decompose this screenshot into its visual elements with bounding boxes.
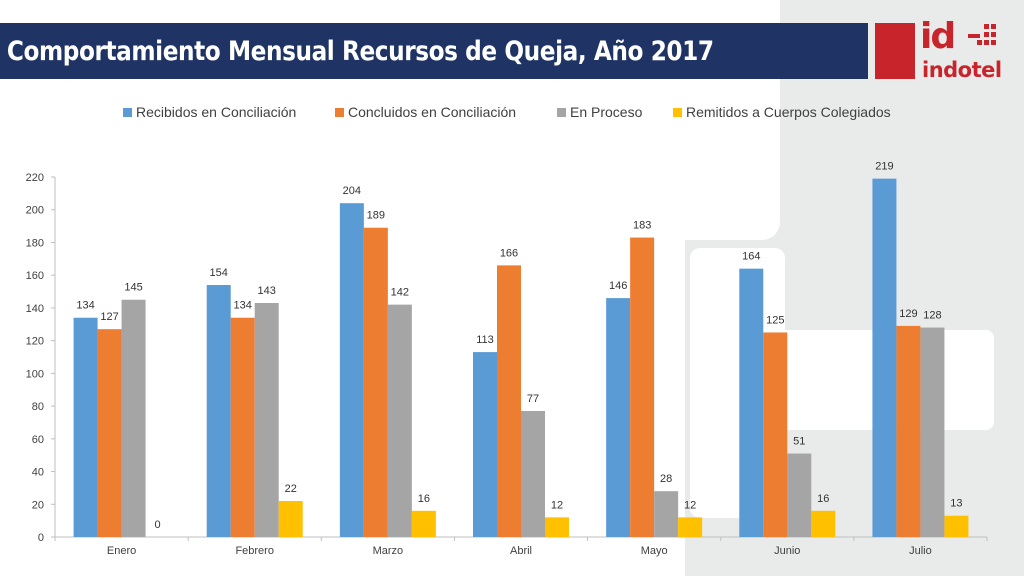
legend-item: Recibidos en Conciliación [123,104,296,120]
x-tick-label: Febrero [235,545,274,557]
data-label: 134 [234,300,252,312]
logo-mark: id [920,16,956,57]
y-tick-label: 200 [26,205,44,217]
y-tick-label: 80 [32,401,44,413]
data-label: 154 [210,267,228,279]
bar [363,227,388,537]
legend-swatch [557,107,566,117]
y-tick-label: 100 [26,368,44,380]
data-label: 183 [633,220,651,232]
data-label: 219 [875,161,893,173]
data-label: 22 [285,483,297,495]
data-label: 113 [476,334,494,346]
legend-label: En Proceso [570,104,643,120]
logo-red-block [875,23,915,79]
y-tick-label: 180 [26,237,44,249]
y-tick-label: 20 [32,499,44,511]
data-label: 134 [76,300,94,312]
bar [278,501,303,537]
logo-dots-icon [968,24,998,50]
y-tick-label: 160 [26,270,44,282]
legend-label: Recibidos en Conciliación [136,104,297,120]
data-label: 13 [950,498,962,510]
bar [230,317,255,537]
legend-swatch [335,107,344,117]
bar [896,325,921,537]
x-tick-label: Junio [774,545,800,557]
bar [678,517,703,537]
legend-item: Concluidos en Conciliación [335,104,516,120]
y-tick-label: 120 [26,336,44,348]
x-tick-label: Mayo [641,545,668,557]
bar [73,317,98,537]
bar [254,303,279,537]
bar [630,237,655,537]
title-bar: Comportamiento Mensual Recursos de Queja… [0,23,868,79]
bar [606,298,631,537]
data-label: 127 [100,311,118,323]
data-label: 164 [742,251,760,263]
data-label: 143 [258,285,276,297]
data-label: 16 [418,493,430,505]
legend-swatch [673,107,682,117]
bar [739,268,764,537]
data-label: 125 [766,314,784,326]
y-tick-label: 0 [38,532,44,544]
bar [763,332,788,537]
bar [872,178,897,538]
legend-label: Concluidos en Conciliación [348,104,517,120]
data-label: 166 [500,247,518,259]
bar [473,352,497,537]
data-label: 145 [124,282,142,294]
y-tick-label: 140 [26,303,44,315]
y-tick-label: 40 [32,467,44,479]
bar [411,510,436,537]
data-label: 146 [609,280,627,292]
bar [497,265,521,537]
data-label: 16 [817,493,829,505]
bar [654,491,679,537]
data-label: 12 [684,499,696,511]
x-tick-label: Marzo [373,545,404,557]
data-label: 0 [155,519,161,531]
bar [339,203,364,537]
page-title: Comportamiento Mensual Recursos de Queja… [6,35,714,67]
legend-label: Remitidos a Cuerpos Colegiados [686,104,891,120]
data-label: 51 [793,436,805,448]
data-label: 204 [343,185,361,197]
bar [206,285,231,537]
legend-swatch [123,107,132,117]
logo-name: indotel [922,58,1002,82]
data-label: 28 [660,473,672,485]
y-tick-label: 220 [26,172,44,184]
data-label: 129 [899,308,917,320]
indotel-logo: id indotel [920,16,1005,82]
bar [387,304,412,537]
data-label: 142 [391,287,409,299]
data-label: 128 [923,310,941,322]
bar [521,411,545,537]
x-tick-label: Julio [909,545,932,557]
legend-item: En Proceso [557,104,642,120]
x-tick-label: Abril [510,545,532,557]
bar [97,329,122,537]
bar [787,453,812,537]
bar [944,515,969,537]
chart-legend: Recibidos en Conciliación Concluidos en … [0,104,1024,126]
bar [121,299,146,537]
bar [920,327,945,537]
data-label: 77 [527,393,539,405]
data-label: 189 [367,210,385,222]
data-label: 12 [551,499,563,511]
y-tick-label: 60 [32,434,44,446]
bar [545,517,569,537]
bar [811,510,836,537]
legend-item: Remitidos a Cuerpos Colegiados [673,104,891,120]
x-tick-label: Enero [107,545,136,557]
